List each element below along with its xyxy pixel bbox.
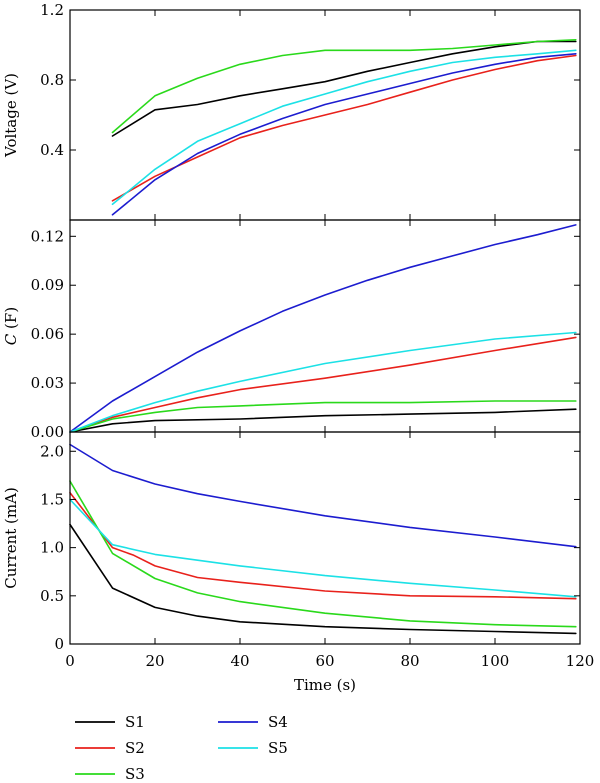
series-line-s3-panel-3: [69, 480, 577, 628]
y-axis-title-panel-3: Current (mA): [2, 487, 20, 589]
series-line-s1-panel-3: [69, 523, 577, 635]
y-axis-title-unit: (F): [2, 307, 20, 329]
legend-label-s5: S5: [268, 739, 288, 757]
legend-label-s2: S2: [125, 739, 145, 757]
series-line-s4-panel-3: [69, 443, 577, 548]
legend-label-s4: S4: [268, 713, 288, 731]
y-tick-label-panel-2: 0.06: [31, 325, 64, 343]
legend-label-s1: S1: [125, 713, 145, 731]
series-line-s1-panel-2: [69, 408, 577, 433]
series-line-s4-panel-1: [111, 52, 577, 216]
x-axis-title: Time (s): [294, 676, 356, 694]
x-tick-label: 20: [145, 652, 164, 670]
y-tick-label-panel-1: 0.4: [40, 141, 64, 159]
y-axis-title-panel-1: Voltage (V): [2, 73, 20, 158]
x-tick-label: 120: [566, 652, 595, 670]
series-line-s2-panel-3: [69, 491, 577, 600]
y-tick-label-panel-3: 2.0: [40, 442, 64, 460]
plot-frame-panel-2: [69, 219, 581, 433]
panel-3: 0 0.5 1.0 1.5 2.0 0 20 40 60 80 100 120 Current (mA)…: [2, 431, 595, 694]
panel-2: 0.00 0.03 0.06 0.09 0.12 C (F): [2, 219, 581, 441]
series-line-s1-panel-1: [111, 40, 577, 137]
legend-label-s3: S3: [125, 765, 145, 783]
series-line-s4-panel-2: [69, 224, 577, 433]
y-tick-label-panel-2: 0.03: [31, 374, 64, 392]
y-tick-label-panel-1: 0.8: [40, 71, 64, 89]
x-tick-label: 100: [481, 652, 510, 670]
x-tick-label: 60: [315, 652, 334, 670]
series-line-s5-panel-3: [69, 498, 577, 598]
y-tick-label-panel-3: 1.5: [40, 490, 64, 508]
series-line-s2-panel-2: [69, 336, 577, 433]
y-tick-label-panel-2: 0.09: [31, 276, 64, 294]
y-tick-label-panel-1: 1.2: [40, 1, 64, 19]
y-tick-label-panel-3: 0: [54, 635, 64, 653]
y-axis-title-italic-part: C: [2, 329, 20, 345]
x-tick-label: 0: [65, 652, 75, 670]
series-line-s3-panel-1: [111, 38, 577, 134]
y-axis-title-panel-2: C (F): [2, 307, 20, 345]
series-line-s5-panel-1: [111, 49, 577, 206]
legend: S1 S2 S3 S4 S5: [75, 713, 288, 783]
y-tick-label-panel-2: 0.12: [31, 227, 64, 245]
series-line-s3-panel-2: [69, 400, 577, 433]
series-line-s2-panel-1: [111, 54, 577, 202]
series-line-s5-panel-2: [69, 331, 577, 433]
x-tick-label: 40: [230, 652, 249, 670]
panel-1: 0.4 0.8 1.2 Voltage (V): [2, 1, 581, 221]
x-tick-label: 80: [400, 652, 419, 670]
y-tick-label-panel-2: 0.00: [31, 423, 64, 441]
y-tick-label-panel-3: 1.0: [40, 539, 64, 557]
y-tick-label-panel-3: 0.5: [40, 587, 64, 605]
